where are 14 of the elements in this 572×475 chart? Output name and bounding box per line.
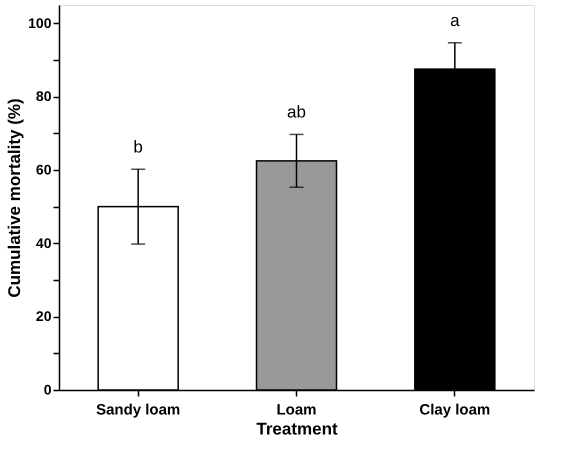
y-tick-label: 60	[36, 162, 52, 178]
x-tick-label: Clay loam	[419, 402, 490, 418]
y-axis-title: Cumulative mortality (%)	[5, 98, 24, 298]
y-tick-label: 80	[36, 88, 52, 104]
annotation: a	[450, 10, 460, 30]
y-tick-label: 20	[36, 308, 52, 324]
annotation: b	[133, 137, 143, 156]
x-axis-title: Treatment	[256, 420, 338, 438]
y-tick-label: 40	[36, 234, 52, 251]
annotation: ab	[287, 102, 306, 122]
x-tick-label: Sandy loam	[96, 402, 180, 418]
y-tick-label: 0	[44, 382, 52, 398]
y-tick-label: 100	[28, 14, 52, 31]
x-tick-label: Loam	[276, 402, 317, 418]
